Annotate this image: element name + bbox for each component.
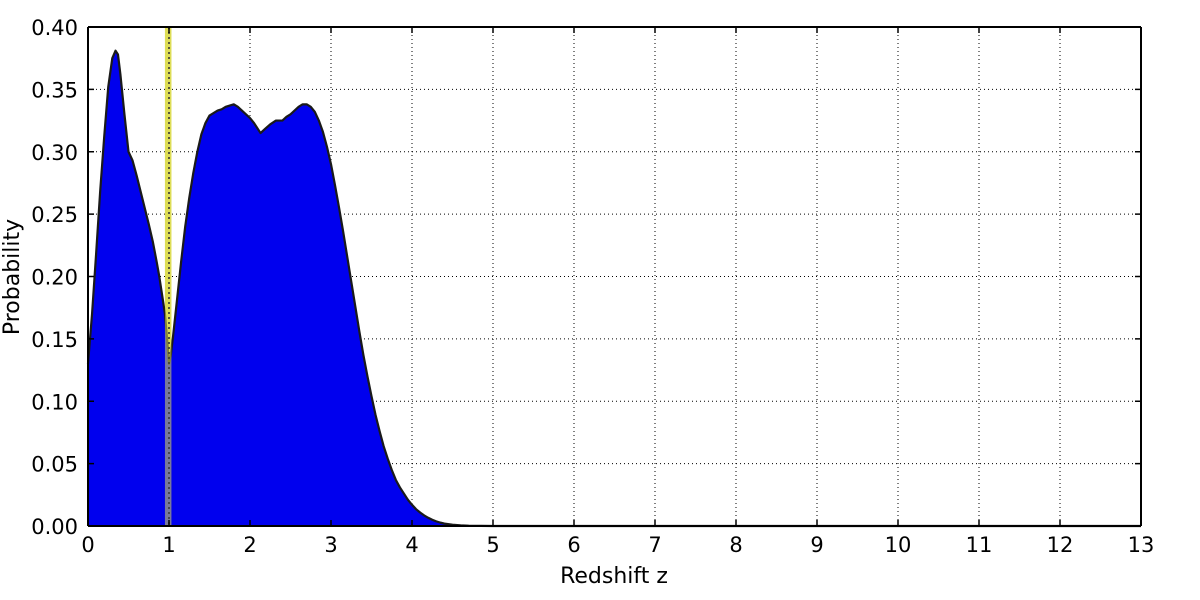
x-tick-label: 8 [729, 533, 742, 557]
y-axis-label: Probability [0, 219, 25, 335]
y-tick-label: 0.40 [31, 16, 78, 40]
x-axis-label: Redshift z [560, 564, 668, 589]
distribution-fill [88, 50, 1141, 526]
x-tick-label: 12 [1047, 533, 1074, 557]
x-tick-label: 11 [966, 533, 993, 557]
x-tick-label: 1 [162, 533, 175, 557]
x-tick-labels: 0 1 2 3 4 5 6 7 8 9 10 11 12 13 [81, 533, 1154, 557]
y-tick-label: 0.00 [31, 515, 78, 539]
x-tick-label: 9 [810, 533, 823, 557]
x-tick-label: 10 [885, 533, 912, 557]
x-tick-label: 2 [243, 533, 256, 557]
x-tick-label: 7 [648, 533, 661, 557]
x-tick-label: 13 [1128, 533, 1155, 557]
x-tick-label: 6 [567, 533, 580, 557]
redshift-marker-line [164, 27, 172, 526]
y-tick-label: 0.25 [31, 203, 78, 227]
x-tick-label: 0 [81, 533, 94, 557]
distribution-outline [86, 49, 1141, 528]
y-tick-label: 0.10 [31, 390, 78, 414]
x-tick-label: 5 [486, 533, 499, 557]
y-tick-label: 0.35 [31, 78, 78, 102]
redshift-band-overlay [164, 27, 172, 526]
y-tick-label: 0.20 [31, 266, 78, 290]
y-tick-label: 0.15 [31, 328, 78, 352]
x-tick-label: 4 [405, 533, 418, 557]
axis-ticks [87, 26, 1142, 527]
y-tick-labels: 0.00 0.05 0.10 0.15 0.20 0.25 0.30 0.35 0.40 [31, 16, 78, 539]
y-tick-label: 0.30 [31, 141, 78, 165]
distribution-area [86, 49, 1141, 528]
y-tick-label: 0.05 [31, 453, 78, 477]
x-tick-label: 3 [324, 533, 337, 557]
